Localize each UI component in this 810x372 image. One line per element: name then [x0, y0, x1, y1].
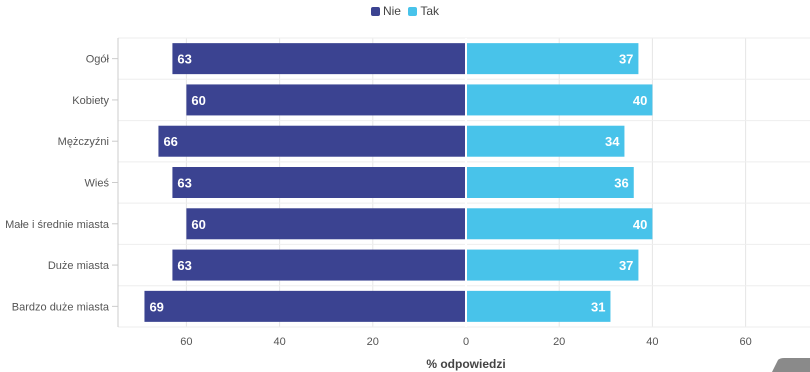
bar-tak	[466, 167, 634, 198]
y-tick-label: Ogół	[86, 54, 110, 66]
x-tick-label: 0	[463, 336, 469, 348]
data-label-nie: 66	[163, 134, 177, 149]
legend-swatch-tak	[408, 6, 418, 16]
bar-nie	[186, 84, 466, 116]
bar-nie	[172, 43, 467, 75]
y-tick-label: Wieś	[85, 178, 110, 190]
bar-tak	[466, 290, 611, 322]
data-label-nie: 63	[177, 258, 191, 273]
data-label-tak: 36	[614, 176, 628, 191]
data-label-nie: 63	[177, 176, 191, 191]
bar-nie	[172, 249, 467, 281]
legend-item-tak[interactable]: Tak	[408, 4, 439, 18]
data-label-tak: 40	[633, 217, 647, 232]
legend-label-nie: Nie	[382, 4, 401, 18]
x-tick-label: 20	[367, 336, 379, 348]
data-label-tak: 37	[619, 258, 633, 273]
x-axis-title: % odpowiedzi	[426, 357, 505, 371]
data-label-nie: 60	[191, 217, 205, 232]
data-label-tak: 40	[633, 93, 647, 108]
data-label-tak: 34	[605, 134, 620, 149]
legend-swatch-nie	[370, 6, 380, 16]
legend: Nie Tak	[0, 4, 810, 19]
bar-tak	[466, 43, 639, 75]
x-tick-label: 40	[646, 336, 658, 348]
data-label-tak: 31	[591, 299, 605, 314]
menu-icon[interactable]	[768, 356, 810, 372]
x-tick-label: 60	[739, 336, 751, 348]
bar-tak	[466, 125, 625, 157]
data-label-tak: 37	[619, 52, 633, 67]
legend-item-nie[interactable]: Nie	[370, 4, 401, 18]
bar-nie	[158, 125, 466, 157]
bar-nie	[186, 208, 466, 240]
data-label-nie: 63	[177, 52, 191, 67]
data-label-nie: 60	[191, 93, 205, 108]
bar-tak	[466, 208, 653, 240]
y-tick-label: Mężczyźni	[58, 136, 109, 148]
x-tick-label: 20	[553, 336, 565, 348]
y-tick-label: Duże miasta	[48, 260, 110, 272]
y-tick-label: Kobiety	[72, 95, 109, 107]
x-tick-label: 60	[180, 336, 192, 348]
y-tick-label: Bardzo duże miasta	[12, 301, 110, 313]
data-label-nie: 69	[149, 299, 163, 314]
x-tick-label: 40	[273, 336, 285, 348]
legend-label-tak: Tak	[420, 4, 440, 18]
bar-nie	[172, 167, 467, 198]
bar-nie	[144, 290, 466, 322]
bar-tak	[466, 84, 653, 116]
y-tick-label: Małe i średnie miasta	[5, 219, 110, 231]
bar-tak	[466, 249, 639, 281]
